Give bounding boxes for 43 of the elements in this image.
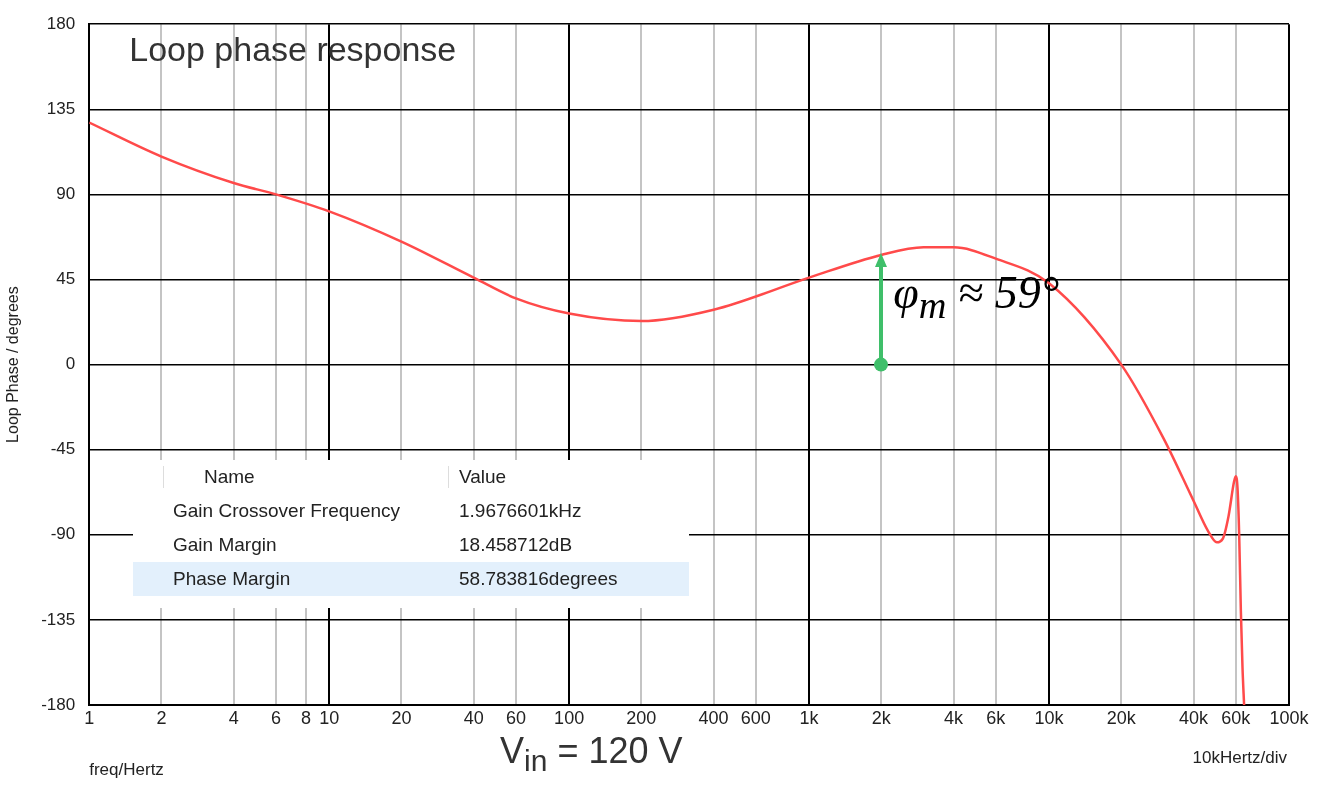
y-tick-label: -90 (50, 524, 76, 544)
x-tick-label: 6 (270, 707, 281, 728)
y-tick-label: -180 (41, 694, 76, 714)
x-tick-label: 20 (391, 707, 412, 728)
x-tick-label: 100 (554, 707, 585, 728)
x-tick-label: 40k (1179, 707, 1210, 728)
annotation: Gain Margin (172, 534, 278, 556)
annotation: Gain Crossover Frequency (172, 500, 402, 522)
x-tick-label: 400 (698, 707, 729, 728)
text: 10kHertz/div (1192, 748, 1287, 768)
x-tick-label: 20k (1106, 707, 1137, 728)
annotation: Phase Margin (172, 568, 292, 590)
x-tick-label: 200 (626, 707, 657, 728)
x-tick-label: 40 (463, 707, 484, 728)
x-tick-label: 10 (319, 707, 340, 728)
x-tick-label: 2k (871, 707, 892, 728)
x-tick-label: 600 (740, 707, 771, 728)
x-tick-label: 8 (300, 707, 311, 728)
y-tick-label: -45 (50, 439, 76, 459)
text: V$_{in}$ = 120 V (500, 730, 683, 779)
y-tick-label: 90 (56, 184, 76, 204)
annotation: 1.9676601kHz (458, 500, 582, 522)
x-tick-label: 1k (799, 707, 820, 728)
x-tick-label: 2 (156, 707, 167, 728)
annotation: 58.783816degrees (458, 568, 618, 590)
x-tick-label: 60 (505, 707, 526, 728)
annotation: 18.458712dB (458, 534, 573, 556)
y-tick-label: 135 (46, 98, 76, 118)
x-tick-label: 4k (944, 707, 965, 728)
x-tick-label: 100k (1269, 707, 1310, 728)
x-tick-label: 1 (84, 707, 95, 728)
y-tick-label: 0 (65, 354, 76, 374)
x-axis-title: freq/Hertz (89, 760, 164, 780)
x-tick-label: 6k (986, 707, 1007, 728)
x-tick-label: 10k (1034, 707, 1065, 728)
y-axis-title: Loop Phase / degrees (4, 286, 22, 443)
annotation: Value (458, 466, 507, 488)
y-tick-label: 180 (46, 13, 76, 33)
x-tick-label: 4 (228, 707, 239, 728)
y-tick-label: -135 (41, 609, 76, 629)
y-tick-label: 45 (56, 269, 76, 289)
annotation: Name (163, 466, 449, 488)
x-tick-label: 60k (1221, 707, 1252, 728)
